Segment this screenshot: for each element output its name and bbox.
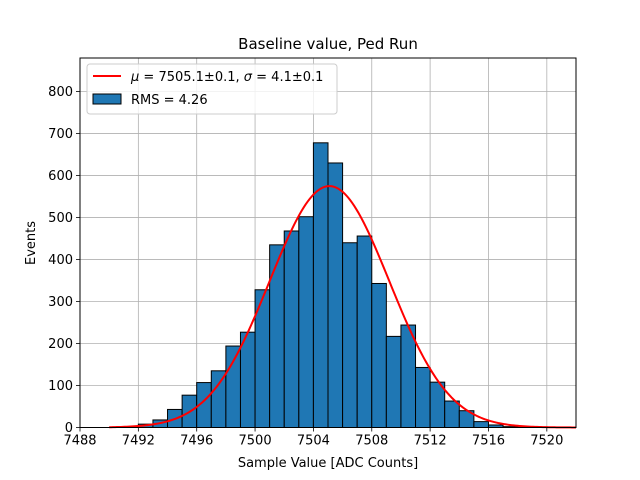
histogram-bar (269, 244, 285, 428)
legend-histogram-swatch (92, 93, 122, 105)
plot-frame (79, 57, 577, 428)
legend-mu-symbol: μ (130, 70, 139, 85)
y-tick-label: 400 (48, 253, 73, 268)
y-tick-label: 300 (48, 295, 73, 310)
y-axis-label: Events (24, 221, 39, 265)
y-tick-label: 800 (48, 85, 73, 100)
histogram-bar (342, 242, 358, 428)
histogram-bar (225, 345, 241, 429)
x-tick-label: 7520 (530, 434, 563, 449)
x-tick-label: 7516 (472, 434, 505, 449)
histogram-bar (385, 335, 402, 429)
x-axis-label: Sample Value [ADC Counts] (238, 456, 418, 471)
histogram-bar (371, 282, 387, 428)
y-tick-label: 600 (48, 169, 73, 184)
histogram-bar (429, 381, 446, 429)
histogram-bar (444, 400, 460, 428)
histogram-bar (356, 235, 373, 428)
histogram-bar (239, 331, 256, 428)
legend-box (86, 63, 338, 115)
y-tick-label: 0 (65, 421, 73, 436)
legend-sigma-symbol: σ (244, 70, 253, 85)
x-axis-ticks: 7488 7492 7496 7500 7504 7508 7512 7516 7520 (63, 427, 563, 449)
y-tick-label: 500 (48, 211, 73, 226)
histogram-bar (400, 324, 417, 428)
x-tick-label: 7488 (63, 434, 96, 449)
legend-sigma-text: = 4.1±0.1 (252, 70, 323, 85)
y-tick-label: 200 (48, 337, 73, 352)
x-tick-label: 7500 (239, 434, 272, 449)
y-tick-label: 100 (48, 379, 73, 394)
legend-histogram-label: RMS = 4.26 (131, 93, 208, 108)
histogram-bar (283, 230, 300, 428)
x-tick-label: 7496 (180, 434, 213, 449)
legend-fit-label: μ = 7505.1±0.1, σ = 4.1±0.1 (130, 70, 323, 85)
x-tick-label: 7492 (122, 434, 155, 449)
histogram-bar (473, 421, 489, 428)
histogram-bar (415, 366, 431, 428)
y-axis-ticks: 0 100 200 300 400 500 600 700 800 (48, 85, 80, 436)
legend: μ = 7505.1±0.1, σ = 4.1±0.1 RMS = 4.26 (86, 63, 338, 115)
x-tick-label: 7504 (297, 434, 330, 449)
legend-mu-text: = 7505.1±0.1, (139, 70, 243, 85)
chart-title: Baseline value, Ped Run (238, 35, 418, 53)
x-tick-label: 7512 (414, 434, 447, 449)
histogram-bar (327, 162, 344, 428)
histogram-bar (210, 370, 227, 428)
x-tick-label: 7508 (355, 434, 388, 449)
y-tick-label: 700 (48, 127, 73, 142)
gaussian-fit-curve (109, 185, 577, 429)
histogram-bar (298, 216, 314, 428)
fit-curve-layer (109, 185, 577, 429)
